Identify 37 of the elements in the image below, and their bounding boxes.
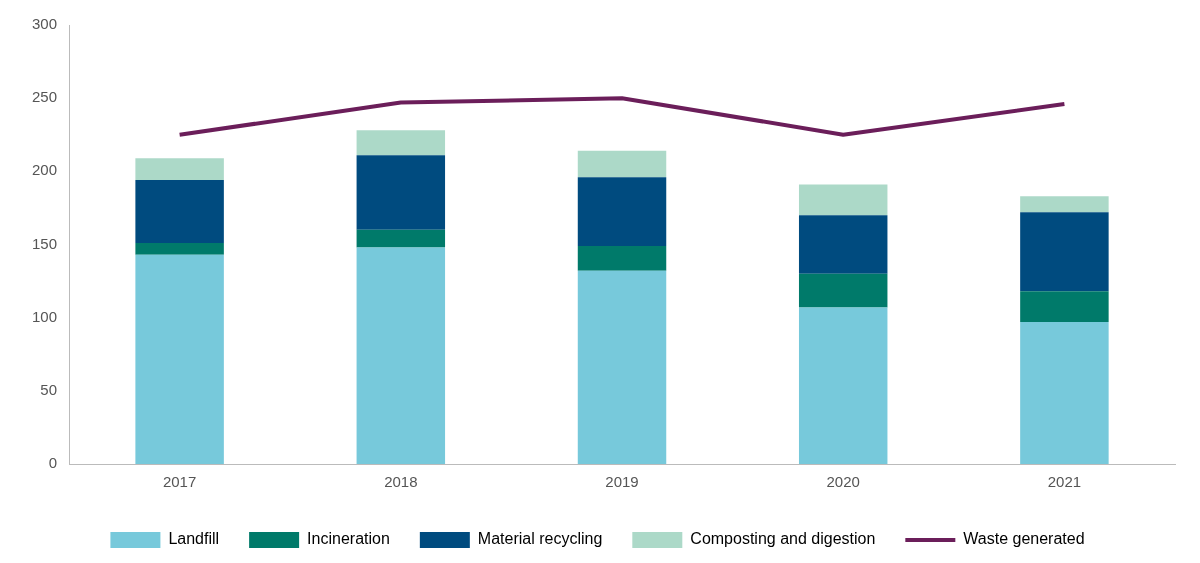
bar	[798, 215, 888, 274]
x-tick-label: 2021	[1047, 473, 1082, 491]
legend-label: Waste generated	[963, 530, 1085, 548]
y-tick-label: 200	[32, 161, 58, 179]
x-tick-label: 2020	[826, 473, 860, 491]
bar	[1020, 291, 1109, 323]
bar	[135, 180, 224, 244]
x-tick-label: 2017	[162, 473, 197, 491]
bar	[135, 254, 224, 464]
y-tick-label: 300	[32, 15, 58, 33]
legend-label: Composting and digestion	[690, 530, 876, 548]
bar	[135, 243, 224, 255]
legend-label: Landfill	[168, 530, 220, 548]
y-tick-label: 50	[40, 380, 58, 398]
bar	[798, 273, 888, 308]
bar	[577, 245, 667, 271]
bar	[798, 307, 888, 464]
x-tick-label: 2019	[605, 473, 639, 491]
bar	[356, 229, 446, 248]
bar	[356, 130, 446, 156]
y-tick-label: 0	[48, 454, 58, 472]
bar	[577, 177, 667, 246]
bar	[356, 155, 446, 230]
y-tick-label: 250	[32, 88, 58, 106]
bar	[1020, 196, 1109, 213]
bar	[577, 150, 667, 178]
legend-label: Incineration	[307, 530, 390, 548]
y-tick-label: 100	[32, 307, 58, 325]
bar	[1020, 322, 1109, 464]
legend-label: Material recycling	[477, 530, 603, 548]
bar	[577, 270, 667, 464]
y-tick-label: 150	[32, 234, 58, 252]
bar	[798, 184, 888, 216]
bar	[1020, 212, 1109, 292]
bar	[356, 247, 446, 464]
bar	[135, 158, 224, 181]
x-tick-label: 2018	[384, 473, 418, 491]
